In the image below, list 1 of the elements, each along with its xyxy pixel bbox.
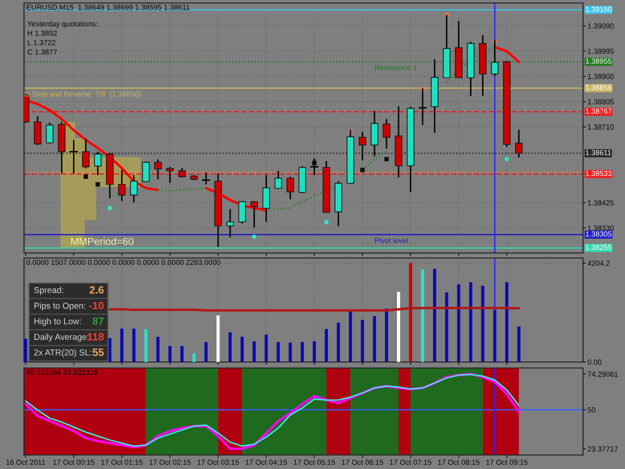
annotation: MMPeriod=60 — [71, 238, 134, 245]
